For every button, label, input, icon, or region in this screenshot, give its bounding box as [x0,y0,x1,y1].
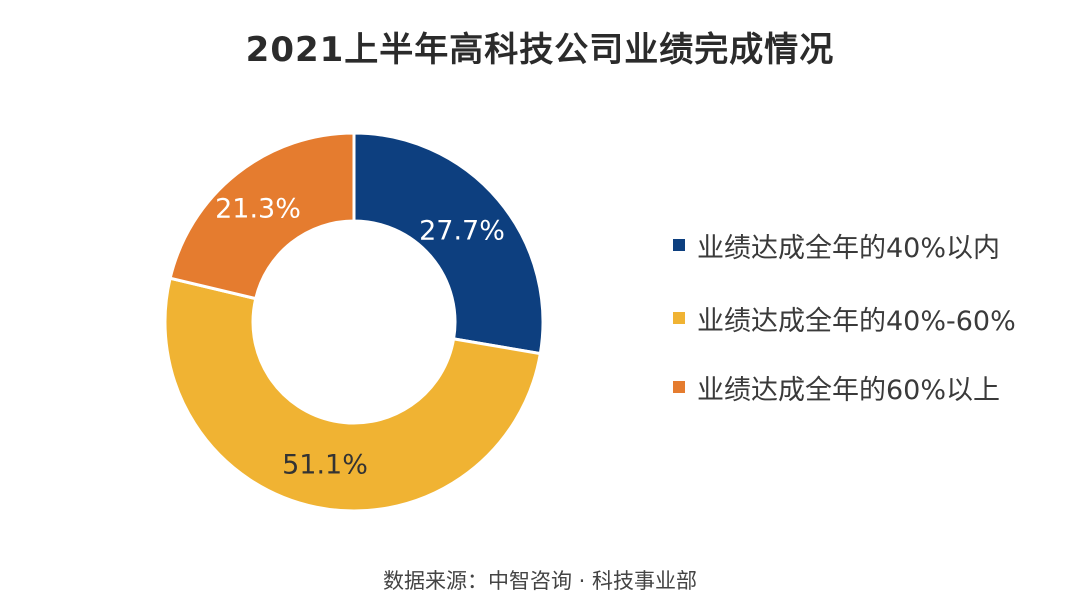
legend-item: 业绩达成全年的40%-60% [673,301,1016,337]
legend-item: 业绩达成全年的60%以上 [673,370,1001,406]
legend-swatch [673,312,685,324]
legend-label: 业绩达成全年的40%以内 [697,232,1001,264]
source-note: 数据来源：中智咨询 · 科技事业部 [382,569,698,593]
donut-slice [163,276,543,513]
data-label: 21.3% [215,194,301,225]
donut-slice [352,131,545,356]
legend-swatch [673,381,685,393]
legend-label: 业绩达成全年的40%-60% [697,305,1016,337]
legend-swatch [673,239,685,251]
legend-item: 业绩达成全年的40%以内 [673,228,1001,264]
data-label: 27.7% [419,216,505,247]
data-label: 51.1% [282,450,368,481]
chart-title: 2021上半年高科技公司业绩完成情况 [245,30,835,70]
donut-slice [168,131,356,301]
legend-label: 业绩达成全年的60%以上 [697,374,1001,406]
